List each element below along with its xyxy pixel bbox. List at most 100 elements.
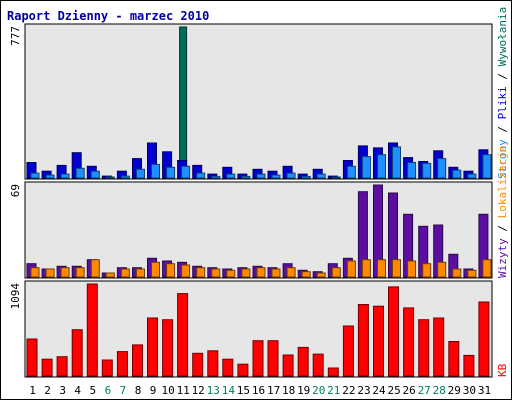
bar-mid-Lokalizacje-4: [75, 267, 85, 278]
bar-bot-KB-28: [433, 317, 445, 377]
bar-mid-Lokalizacje-7: [120, 268, 130, 278]
legend-separator: /: [496, 126, 509, 139]
x-tick-label-13: 13: [207, 384, 220, 397]
x-tick-label-4: 4: [74, 384, 81, 397]
bar-top-Strony-13: [211, 175, 221, 179]
bar-bot-KB-1: [26, 338, 38, 377]
chart-title: Raport Dzienny - marzec 2010: [7, 9, 209, 23]
bar-bot-KB-29: [448, 341, 460, 377]
bar-bot-KB-16: [252, 340, 264, 377]
bar-mid-Lokalizacje-27: [422, 263, 432, 278]
bar-mid-Lokalizacje-19: [301, 271, 311, 278]
bar-mid-Lokalizacje-28: [437, 261, 447, 278]
bar-bot-KB-4: [71, 329, 83, 377]
bar-mid-Lokalizacje-5: [90, 259, 100, 278]
bar-bot-KB-7: [116, 351, 128, 377]
bar-bot-KB-19: [297, 346, 309, 377]
bar-top-Strony-25: [392, 146, 401, 179]
x-tick-label-5: 5: [89, 384, 96, 397]
x-tick-label-30: 30: [463, 384, 476, 397]
bar-mid-Lokalizacje-15: [241, 268, 251, 278]
x-tick-label-8: 8: [135, 384, 142, 397]
x-tick-label-19: 19: [297, 384, 310, 397]
x-tick-label-25: 25: [387, 384, 400, 397]
bar-mid-Lokalizacje-18: [286, 267, 296, 278]
x-tick-label-27: 27: [418, 384, 431, 397]
bar-mid-Lokalizacje-31: [482, 259, 492, 278]
panel-mid-legend: Wizyty / Lokalizacje: [496, 146, 509, 278]
panel-mid: 69 Wizyty / Lokalizacje: [9, 146, 509, 279]
bar-mid-Lokalizacje-1: [30, 267, 40, 278]
bar-mid-Lokalizacje-30: [467, 269, 477, 278]
bar-mid-Lokalizacje-24: [377, 259, 386, 278]
bar-top-Strony-23: [361, 156, 371, 179]
bar-bot-KB-31: [478, 301, 490, 377]
bar-top-Strony-30: [467, 173, 477, 179]
x-tick-label-23: 23: [357, 384, 370, 397]
bar-top-Strony-6: [105, 176, 115, 179]
bar-bot-KB-18: [282, 354, 294, 377]
bar-top-Wywołania-11: [179, 26, 188, 179]
x-tick-label-6: 6: [105, 384, 112, 397]
bar-top-Strony-19: [301, 175, 311, 179]
bar-top-Strony-14: [226, 173, 236, 179]
bar-mid-Lokalizacje-20: [316, 272, 326, 278]
x-tick-label-31: 31: [478, 384, 491, 397]
bar-mid-Lokalizacje-25: [392, 259, 401, 278]
bar-top-Strony-4: [75, 167, 85, 179]
bar-bot-KB-17: [267, 340, 279, 377]
bar-mid-Lokalizacje-8: [136, 268, 145, 278]
bar-top-Strony-31: [482, 154, 492, 179]
x-tick-label-29: 29: [448, 384, 461, 397]
x-tick-label-15: 15: [237, 384, 250, 397]
x-tick-label-26: 26: [402, 384, 415, 397]
panel-bot-legend: KB: [496, 363, 509, 377]
x-tick-label-1: 1: [29, 384, 36, 397]
bar-mid-Lokalizacje-11: [181, 264, 191, 278]
bar-top-Strony-18: [286, 172, 296, 179]
x-tick-label-2: 2: [44, 384, 51, 397]
bar-bot-KB-13: [207, 350, 219, 377]
bar-top-Strony-1: [30, 172, 40, 179]
bar-top-Strony-2: [45, 174, 55, 179]
bar-bot-KB-27: [418, 319, 430, 377]
bar-top-Strony-16: [256, 173, 266, 179]
bar-bot-KB-22: [342, 325, 354, 377]
x-tick-label-12: 12: [192, 384, 205, 397]
x-tick-label-10: 10: [161, 384, 174, 397]
x-axis-labels: 1 2 3 4 5 6 7 8 9 10 11 12 13 14 15 16 17 18 19 20 21 22 23 24 2…: [29, 384, 491, 397]
bar-bot-KB-10: [162, 319, 174, 377]
bar-bot-KB-5: [86, 283, 98, 377]
panel-bot-max-label: 1094: [9, 283, 22, 310]
bar-mid-Lokalizacje-29: [452, 268, 462, 278]
legend-Wywołania: Wywołania: [496, 7, 509, 73]
legend-Pliki: Pliki: [496, 86, 509, 126]
bar-top-Strony-5: [90, 170, 100, 179]
panel-top-legend: Strony / Pliki / Wywołania: [496, 7, 509, 179]
bar-top-Strony-21: [331, 176, 341, 179]
bar-mid-Lokalizacje-13: [211, 268, 221, 278]
bar-top-Strony-11: [181, 165, 191, 179]
x-tick-label-7: 7: [120, 384, 127, 397]
panel-top-max-label: 777: [9, 26, 22, 46]
bar-bot-KB-12: [192, 352, 204, 377]
legend-Strony: Strony: [496, 139, 509, 179]
bar-top-Strony-26: [407, 162, 417, 179]
bar-top-Strony-10: [166, 166, 176, 179]
bar-top-Strony-7: [120, 175, 130, 179]
bar-bot-KB-14: [222, 358, 234, 377]
bar-top-Strony-20: [316, 173, 326, 179]
bar-bot-KB-9: [147, 317, 158, 377]
bar-bot-KB-3: [56, 356, 68, 377]
legend-separator: /: [496, 73, 509, 86]
x-tick-label-18: 18: [282, 384, 295, 397]
bar-mid-Lokalizacje-10: [166, 263, 176, 278]
bar-bot-KB-20: [312, 353, 324, 377]
bar-top-Strony-28: [437, 158, 447, 179]
bar-bot-KB-6: [101, 359, 113, 377]
bar-top-Strony-22: [346, 165, 356, 179]
panel-top-background: [24, 23, 493, 180]
bar-bot-KB-8: [132, 344, 143, 377]
